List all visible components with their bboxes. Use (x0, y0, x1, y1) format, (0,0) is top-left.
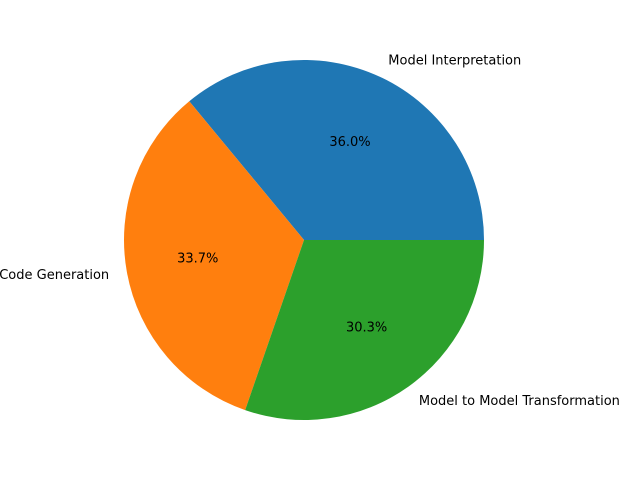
pie-slices (124, 59, 485, 420)
category-label-model-interpretation: Model Interpretation (388, 53, 521, 68)
pie-slice-model-to-model-transformation (245, 240, 484, 420)
category-label-code-generation: Code Generation (0, 268, 109, 283)
percent-label-model-interpretation: 36.0% (329, 135, 370, 150)
pie-slice-code-generation (124, 101, 305, 411)
pie-slice-model-interpretation (189, 59, 485, 240)
percent-label-model-to-model-transformation: 30.3% (346, 320, 387, 335)
percent-label-code-generation: 33.7% (177, 252, 218, 267)
pie-labels: 36.0% Model Interpretation 33.7% Code Gener… (0, 53, 620, 408)
category-label-model-to-model-transformation: Model to Model Transformation (419, 394, 620, 409)
